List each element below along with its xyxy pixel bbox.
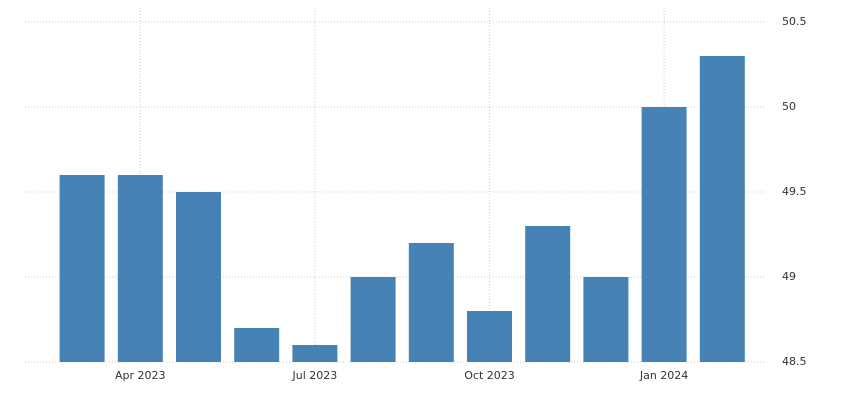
x-tick-label: Jul 2023 <box>292 369 338 382</box>
bar <box>525 226 571 362</box>
y-tick-label: 50 <box>782 100 796 113</box>
x-tick-label: Oct 2023 <box>464 369 515 382</box>
bar <box>408 243 454 362</box>
y-tick-label: 50.5 <box>782 15 807 28</box>
y-tick-label: 48.5 <box>782 355 807 368</box>
bar <box>350 277 396 362</box>
bar <box>234 328 280 362</box>
x-tick-label: Apr 2023 <box>115 369 166 382</box>
x-tick-label: Jan 2024 <box>639 369 688 382</box>
bar <box>583 277 629 362</box>
y-tick-label: 49 <box>782 270 796 283</box>
bar <box>59 175 105 362</box>
bar <box>292 345 338 362</box>
y-tick-label: 49.5 <box>782 185 807 198</box>
bar <box>117 175 163 362</box>
bar <box>467 311 512 362</box>
bar <box>176 192 221 362</box>
bar <box>699 56 745 362</box>
bar <box>641 107 687 362</box>
